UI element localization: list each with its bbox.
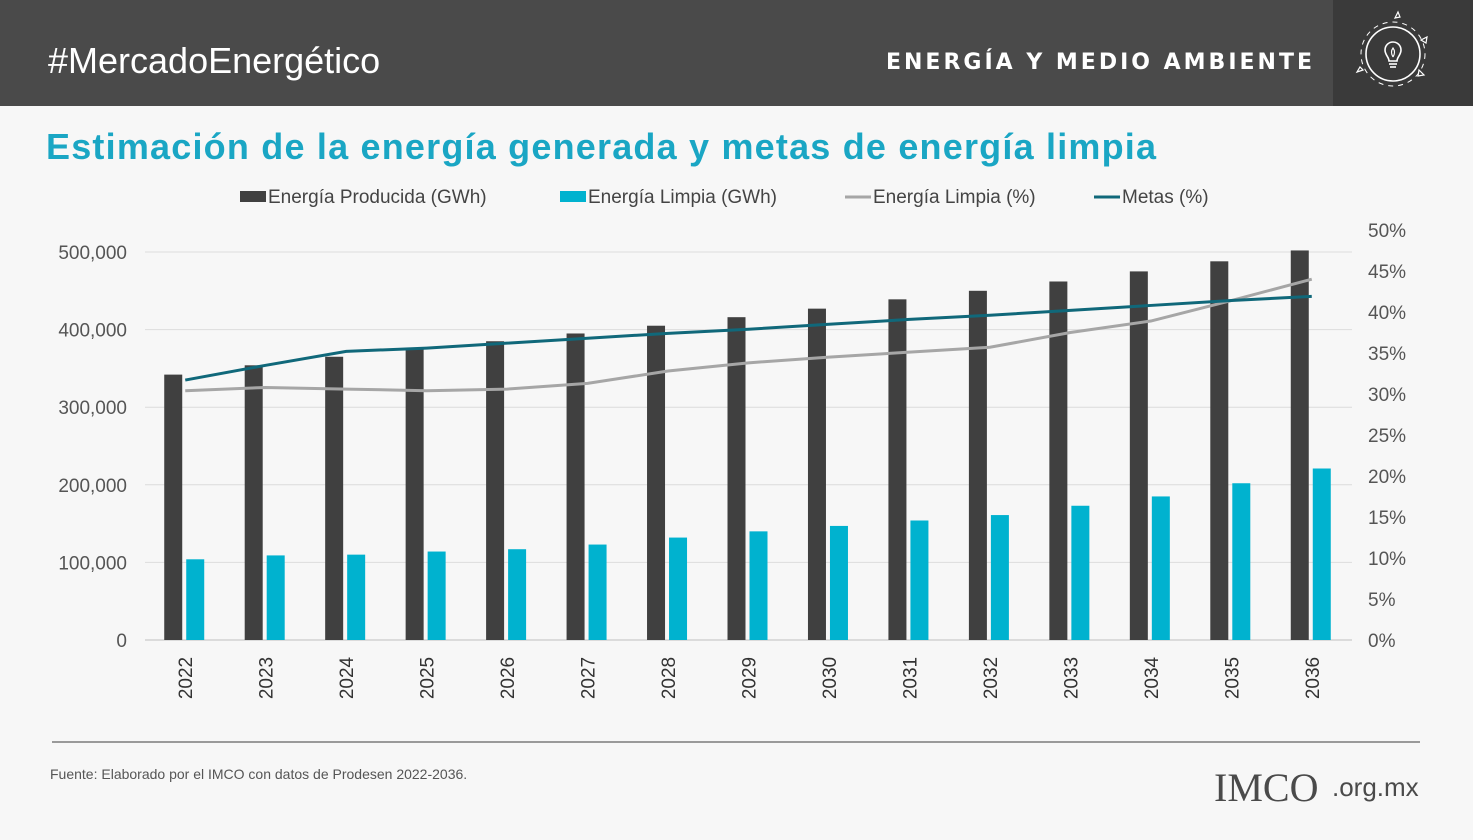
legend-label: Energía Limpia (%) bbox=[873, 187, 1036, 208]
x-tick-label: 2031 bbox=[900, 657, 921, 699]
logo-domain-text: .org.mx bbox=[1332, 772, 1419, 802]
bar-produced bbox=[1049, 281, 1068, 640]
left-tick-label: 0 bbox=[116, 631, 127, 652]
legend-swatch bbox=[240, 191, 266, 202]
bar-clean bbox=[1151, 496, 1170, 640]
imco-logo: IMCO .org.mx bbox=[1214, 764, 1424, 810]
x-tick-label: 2033 bbox=[1061, 657, 1082, 699]
bar-produced bbox=[405, 349, 424, 640]
bar-clean bbox=[266, 555, 285, 640]
right-tick-label: 35% bbox=[1368, 344, 1406, 365]
bar-produced bbox=[1210, 261, 1229, 640]
bar-clean bbox=[990, 515, 1009, 640]
bar-clean bbox=[1071, 505, 1090, 640]
right-tick-label: 40% bbox=[1368, 303, 1406, 324]
legend-label: Metas (%) bbox=[1122, 187, 1209, 208]
bar-clean bbox=[347, 554, 366, 640]
lightbulb-leaf-icon bbox=[1355, 10, 1428, 87]
line-goals bbox=[184, 294, 1312, 382]
x-tick-label: 2030 bbox=[820, 657, 841, 699]
legend-label: Energía Producida (GWh) bbox=[268, 187, 487, 208]
section-icon-box bbox=[1333, 0, 1473, 106]
x-tick-label: 2036 bbox=[1303, 657, 1324, 699]
bar-produced bbox=[727, 317, 746, 640]
energy-chart: 0 100,000 200,000 300,000 400,000 500,000 0% 5%… bbox=[58, 187, 1406, 699]
right-tick-label: 45% bbox=[1368, 262, 1406, 283]
bar-clean bbox=[669, 537, 688, 640]
header-bar bbox=[0, 0, 1473, 106]
x-tick-label: 2029 bbox=[740, 657, 761, 699]
x-tick-label: 2022 bbox=[176, 657, 197, 699]
bar-clean bbox=[749, 531, 768, 640]
logo-imco-text: IMCO bbox=[1214, 765, 1319, 810]
source-note: Fuente: Elaborado por el IMCO con datos … bbox=[50, 766, 468, 782]
chart-title: Estimación de la energía generada y meta… bbox=[46, 126, 1158, 167]
left-tick-label: 400,000 bbox=[58, 321, 127, 342]
left-tick-label: 500,000 bbox=[58, 243, 127, 264]
legend-label: Energía Limpia (GWh) bbox=[588, 187, 777, 208]
bar-produced bbox=[807, 308, 826, 640]
bar-produced bbox=[647, 325, 666, 640]
x-tick-label: 2024 bbox=[337, 656, 358, 699]
x-tick-label: 2035 bbox=[1222, 657, 1243, 699]
bar-clean bbox=[829, 525, 848, 640]
bar-clean bbox=[1232, 483, 1251, 640]
bar-clean bbox=[910, 520, 929, 640]
right-tick-label: 10% bbox=[1368, 549, 1406, 570]
x-tick-label: 2032 bbox=[981, 657, 1002, 699]
bar-clean bbox=[508, 549, 527, 640]
bar-produced bbox=[888, 299, 907, 640]
right-tick-label: 25% bbox=[1368, 426, 1406, 447]
left-tick-label: 100,000 bbox=[58, 553, 127, 574]
right-tick-label: 20% bbox=[1368, 467, 1406, 488]
x-tick-label: 2023 bbox=[257, 657, 278, 699]
x-tick-label: 2034 bbox=[1142, 656, 1163, 699]
right-tick-label: 15% bbox=[1368, 508, 1406, 529]
bar-produced bbox=[1129, 271, 1148, 640]
x-tick-label: 2028 bbox=[659, 657, 680, 699]
right-tick-label: 5% bbox=[1368, 590, 1396, 611]
legend-swatch bbox=[560, 191, 586, 202]
bar-produced bbox=[968, 290, 987, 640]
bar-produced bbox=[566, 333, 585, 640]
hashtag-title: #MercadoEnergético bbox=[48, 40, 381, 81]
section-label: ENERGÍA Y MEDIO AMBIENTE bbox=[885, 50, 1315, 75]
bar-produced bbox=[164, 374, 183, 640]
left-tick-label: 300,000 bbox=[58, 398, 127, 419]
right-tick-label: 50% bbox=[1368, 221, 1406, 242]
left-tick-label: 200,000 bbox=[58, 476, 127, 497]
right-tick-label: 0% bbox=[1368, 631, 1396, 652]
bar-produced bbox=[244, 365, 263, 640]
bar-produced bbox=[486, 341, 505, 640]
bar-produced bbox=[325, 356, 344, 640]
bar-clean bbox=[427, 551, 446, 640]
right-tick-label: 30% bbox=[1368, 385, 1406, 406]
footer-divider bbox=[52, 741, 1420, 743]
bar-produced bbox=[1290, 250, 1309, 640]
bar-clean bbox=[588, 544, 607, 640]
x-tick-label: 2025 bbox=[418, 657, 439, 699]
x-tick-label: 2027 bbox=[579, 657, 600, 699]
bar-clean bbox=[1312, 468, 1331, 640]
bar-clean bbox=[186, 559, 205, 640]
x-tick-label: 2026 bbox=[498, 657, 519, 699]
line-clean-pct bbox=[185, 277, 1313, 393]
